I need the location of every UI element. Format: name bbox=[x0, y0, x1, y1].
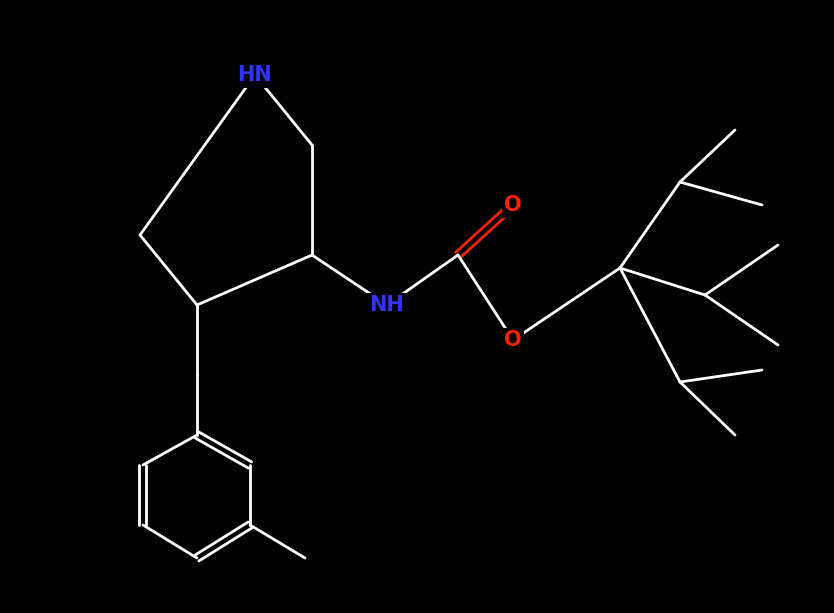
Text: NH: NH bbox=[369, 295, 404, 315]
Text: O: O bbox=[505, 330, 522, 350]
Text: HN: HN bbox=[238, 65, 273, 85]
Text: O: O bbox=[505, 195, 522, 215]
